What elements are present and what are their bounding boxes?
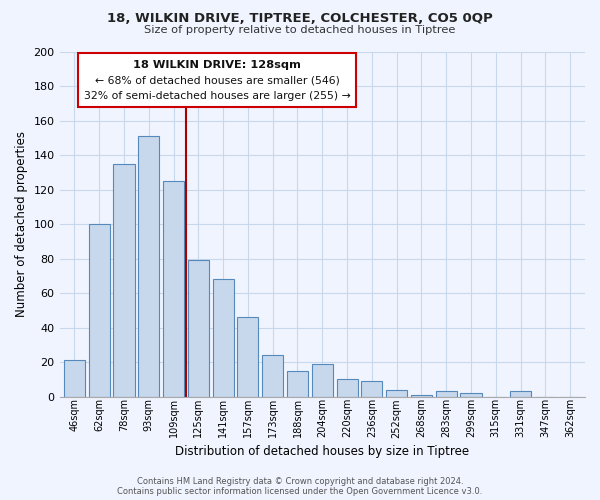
Bar bbox=[411, 395, 432, 396]
Text: Size of property relative to detached houses in Tiptree: Size of property relative to detached ho… bbox=[145, 25, 455, 35]
Text: Contains HM Land Registry data © Crown copyright and database right 2024.: Contains HM Land Registry data © Crown c… bbox=[137, 477, 463, 486]
Bar bbox=[436, 392, 457, 396]
Bar bbox=[212, 280, 233, 396]
Bar bbox=[113, 164, 134, 396]
Bar bbox=[64, 360, 85, 396]
Text: ← 68% of detached houses are smaller (546): ← 68% of detached houses are smaller (54… bbox=[95, 76, 340, 86]
Bar bbox=[361, 381, 382, 396]
Bar bbox=[510, 392, 531, 396]
Text: 18, WILKIN DRIVE, TIPTREE, COLCHESTER, CO5 0QP: 18, WILKIN DRIVE, TIPTREE, COLCHESTER, C… bbox=[107, 12, 493, 26]
FancyBboxPatch shape bbox=[78, 53, 356, 106]
Y-axis label: Number of detached properties: Number of detached properties bbox=[15, 131, 28, 317]
Bar bbox=[188, 260, 209, 396]
Text: 18 WILKIN DRIVE: 128sqm: 18 WILKIN DRIVE: 128sqm bbox=[133, 60, 301, 70]
Bar bbox=[460, 393, 482, 396]
Bar bbox=[89, 224, 110, 396]
Bar bbox=[238, 318, 259, 396]
Bar bbox=[262, 355, 283, 397]
Text: Contains public sector information licensed under the Open Government Licence v3: Contains public sector information licen… bbox=[118, 487, 482, 496]
Text: 32% of semi-detached houses are larger (255) →: 32% of semi-detached houses are larger (… bbox=[84, 91, 350, 101]
Bar bbox=[138, 136, 160, 396]
Bar bbox=[386, 390, 407, 396]
Bar bbox=[312, 364, 333, 396]
Bar bbox=[287, 371, 308, 396]
X-axis label: Distribution of detached houses by size in Tiptree: Distribution of detached houses by size … bbox=[175, 444, 469, 458]
Bar bbox=[163, 181, 184, 396]
Bar bbox=[337, 380, 358, 396]
